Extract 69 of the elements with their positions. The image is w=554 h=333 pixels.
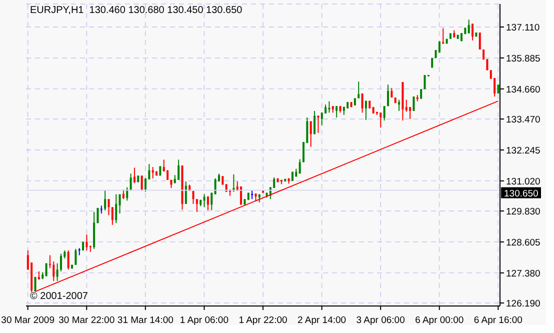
candlestick [192, 190, 194, 204]
candlestick [298, 158, 301, 174]
x-tick-label: 1 Apr 06:00 [180, 315, 229, 326]
candlestick [86, 234, 88, 251]
x-tick-label: 1 Apr 22:00 [238, 315, 288, 326]
ref-line-label: 130.650 [504, 188, 538, 200]
candlestick [328, 100, 330, 114]
x-tick-label: 2 Apr 14:00 [297, 315, 346, 326]
candlestick [48, 254, 51, 269]
candlestick [405, 99, 408, 112]
candlestick [104, 190, 106, 211]
candlestick [56, 262, 58, 282]
candlestick [118, 194, 121, 214]
candlestick [52, 261, 55, 282]
candlestick [380, 112, 382, 128]
y-tick-label: 134.660 [506, 84, 540, 96]
x-tick-label: 6 Apr 16:00 [474, 315, 522, 326]
candlestick [420, 88, 422, 100]
candlestick [398, 99, 400, 112]
candlestick [387, 84, 390, 107]
y-tick-label: 127.380 [506, 268, 540, 280]
y-tick-label: 133.470 [506, 114, 540, 126]
candlestick [203, 194, 206, 208]
y-tick-label: 132.245 [506, 145, 540, 156]
y-tick-label: 126.190 [506, 298, 540, 310]
y-tick-label: 135.885 [506, 53, 540, 64]
x-tick-label: 31 Mar 14:00 [117, 315, 174, 326]
candlestick [100, 205, 102, 214]
candlestick [358, 81, 360, 99]
candlestick [468, 19, 470, 34]
x-tick-label: 30 Mar 2009 [1, 315, 55, 326]
chart-title: EURJPY,H1 130.460 130.680 130.450 130.650 [30, 5, 242, 16]
x-tick-label: 3 Apr 06:00 [356, 315, 405, 326]
y-tick-label: 137.110 [506, 22, 540, 34]
candlestick [60, 253, 62, 272]
annotation: © 2001-2007 [30, 291, 88, 302]
candlestick [115, 194, 118, 224]
candlestick [67, 250, 70, 270]
candlestick [178, 159, 180, 180]
candlestick [310, 120, 312, 148]
candlestick [74, 248, 77, 266]
candlestick [133, 167, 136, 184]
y-tick-label: 128.605 [506, 237, 540, 248]
candlestick [442, 28, 444, 44]
y-tick-label: 131.020 [506, 176, 540, 188]
x-tick-label: 6 Apr 00:00 [415, 315, 464, 326]
candlestick [478, 32, 481, 50]
candlestick [412, 96, 415, 112]
candlestick [108, 198, 110, 216]
candlestick [317, 115, 320, 134]
candlestick [314, 110, 316, 135]
candlestick [111, 206, 114, 226]
x-tick-label: 30 Mar 22:00 [58, 315, 115, 326]
candlestick [206, 196, 209, 211]
candlestick [140, 175, 143, 192]
candlestick [361, 92, 364, 114]
candlestick [336, 106, 338, 118]
y-tick-label: 129.830 [506, 206, 540, 218]
candlestick [409, 106, 412, 120]
candlestick [184, 180, 187, 204]
candlestick [364, 100, 367, 120]
candlestick [130, 173, 132, 192]
candlestick [383, 106, 386, 122]
candlestick [214, 178, 216, 195]
candlestick [424, 74, 426, 90]
candlestick [472, 23, 474, 41]
candlestick [122, 188, 124, 200]
candlestick [210, 192, 213, 211]
candlestick [196, 198, 198, 212]
